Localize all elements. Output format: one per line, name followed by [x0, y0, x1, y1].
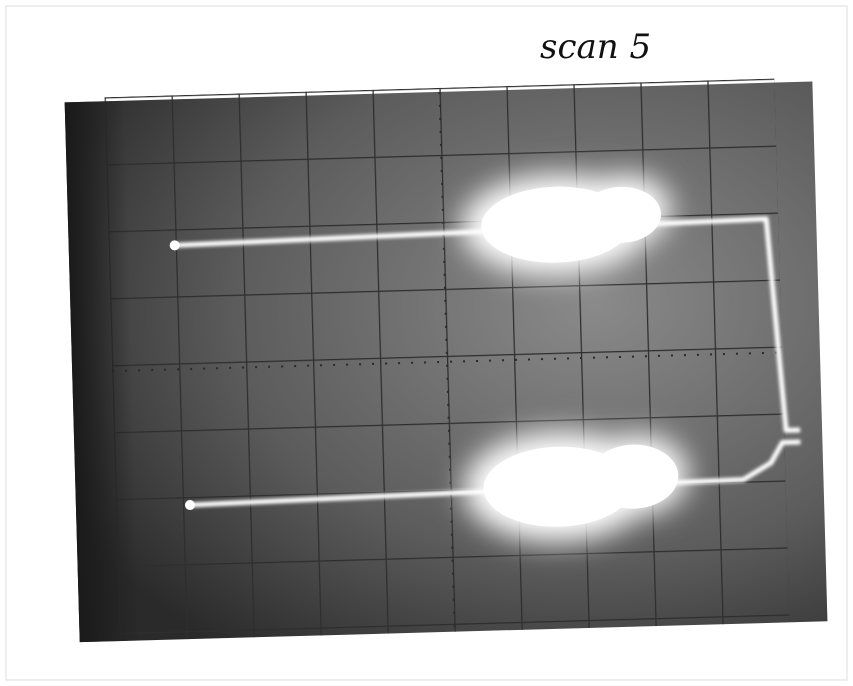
- oscilloscope-screen: [65, 77, 828, 642]
- photo: scan 5: [0, 0, 853, 686]
- screen-shadow: [65, 81, 828, 642]
- handwritten-label: scan 5: [540, 27, 651, 67]
